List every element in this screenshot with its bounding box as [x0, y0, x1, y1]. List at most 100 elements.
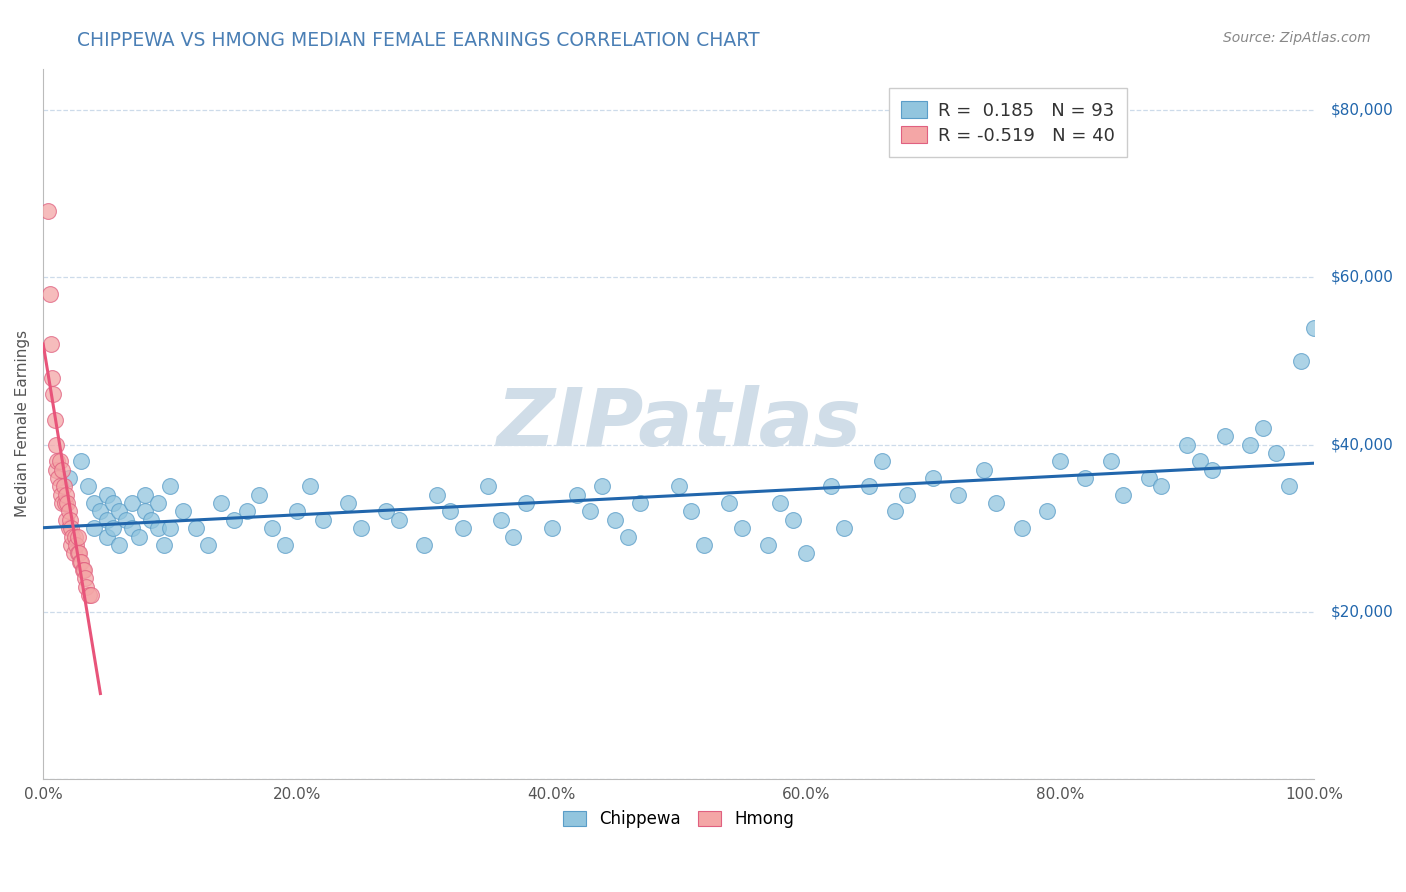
Point [67, 546, 90, 560]
Point [48, 471, 70, 485]
Point [946, 488, 969, 502]
Point [55, 513, 77, 527]
Point [146, 496, 169, 510]
Point [1175, 437, 1198, 451]
Point [756, 538, 779, 552]
Point [718, 496, 741, 510]
Point [75, 580, 97, 594]
Point [80, 588, 103, 602]
Point [794, 546, 817, 560]
Point [101, 496, 124, 510]
Point [439, 504, 461, 518]
Point [312, 513, 335, 527]
Point [42, 387, 65, 401]
Point [73, 563, 96, 577]
Point [986, 496, 1008, 510]
Point [681, 504, 703, 518]
Point [1188, 454, 1211, 468]
Point [1289, 354, 1312, 368]
Point [235, 504, 257, 518]
Point [350, 521, 373, 535]
Point [48, 454, 70, 468]
Point [46, 454, 69, 468]
Point [820, 479, 842, 493]
Point [59, 513, 82, 527]
Point [44, 412, 66, 426]
Point [77, 588, 100, 602]
Point [52, 479, 75, 493]
Point [299, 479, 322, 493]
Point [60, 521, 83, 535]
Point [96, 513, 118, 527]
Point [921, 471, 943, 485]
Point [159, 521, 181, 535]
Point [51, 496, 73, 510]
Point [37, 203, 59, 218]
Point [39, 337, 62, 351]
Text: ZIPatlas: ZIPatlas [496, 384, 860, 463]
Legend: Chippewa, Hmong: Chippewa, Hmong [557, 803, 801, 835]
Point [769, 496, 792, 510]
Point [51, 463, 73, 477]
Text: $40,000: $40,000 [1330, 437, 1393, 452]
Point [70, 454, 93, 468]
Point [883, 504, 905, 518]
Point [273, 538, 295, 552]
Y-axis label: Median Female Earnings: Median Female Earnings [15, 330, 30, 517]
Point [565, 488, 588, 502]
Point [121, 521, 143, 535]
Point [83, 521, 105, 535]
Point [630, 496, 652, 510]
Point [45, 437, 67, 451]
Point [1099, 454, 1122, 468]
Point [49, 488, 72, 502]
Point [1303, 320, 1326, 334]
Point [65, 538, 87, 552]
Point [108, 504, 131, 518]
Point [58, 521, 80, 535]
Point [388, 513, 411, 527]
Point [76, 479, 98, 493]
Point [591, 479, 613, 493]
Point [973, 463, 995, 477]
Point [38, 287, 60, 301]
Point [1277, 479, 1299, 493]
Point [1074, 471, 1097, 485]
Point [153, 538, 176, 552]
Point [247, 488, 270, 502]
Text: Source: ZipAtlas.com: Source: ZipAtlas.com [1223, 31, 1371, 45]
Point [53, 496, 76, 510]
Point [45, 463, 67, 477]
Point [83, 496, 105, 510]
Point [75, 571, 97, 585]
Point [489, 513, 512, 527]
Point [56, 496, 79, 510]
Point [58, 504, 80, 518]
Point [222, 513, 245, 527]
Point [285, 504, 308, 518]
Point [477, 479, 499, 493]
Point [66, 530, 89, 544]
Point [896, 488, 918, 502]
Point [603, 513, 626, 527]
Point [101, 521, 124, 535]
Point [72, 563, 94, 577]
Point [578, 504, 600, 518]
Point [1011, 521, 1033, 535]
Point [1251, 421, 1274, 435]
Point [121, 496, 143, 510]
Point [58, 471, 80, 485]
Point [1049, 454, 1071, 468]
Point [146, 521, 169, 535]
Point [426, 488, 449, 502]
Point [616, 530, 638, 544]
Point [515, 496, 537, 510]
Point [1137, 471, 1160, 485]
Point [1201, 463, 1223, 477]
Point [413, 538, 436, 552]
Point [782, 513, 804, 527]
Point [172, 504, 194, 518]
Point [1150, 479, 1173, 493]
Point [1213, 429, 1236, 443]
Point [60, 538, 83, 552]
